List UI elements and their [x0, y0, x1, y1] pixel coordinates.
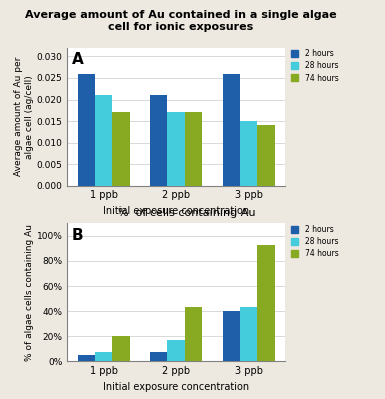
Bar — [257, 125, 275, 186]
Bar — [185, 307, 202, 361]
Bar — [167, 113, 185, 186]
Text: Average amount of Au contained in a single algae
cell for ionic exposures: Average amount of Au contained in a sing… — [25, 10, 337, 32]
Text: A: A — [72, 52, 84, 67]
Bar — [240, 121, 257, 186]
Text: B: B — [72, 227, 83, 243]
Bar — [185, 113, 202, 186]
Legend: 2 hours, 28 hours, 74 hours: 2 hours, 28 hours, 74 hours — [289, 223, 340, 260]
Text: %  of cells containing Au: % of cells containing Au — [118, 208, 256, 218]
Bar — [95, 95, 112, 186]
X-axis label: Initial exposure concentration: Initial exposure concentration — [103, 381, 249, 391]
Bar — [95, 352, 112, 361]
Bar — [240, 307, 257, 361]
Bar — [77, 74, 95, 186]
Legend: 2 hours, 28 hours, 74 hours: 2 hours, 28 hours, 74 hours — [289, 48, 340, 84]
Bar — [150, 95, 167, 186]
Y-axis label: Average amount of Au per
algae cell (ag/cell): Average amount of Au per algae cell (ag/… — [15, 57, 34, 176]
Bar — [223, 74, 240, 186]
Bar — [167, 340, 185, 361]
Bar — [77, 355, 95, 361]
Bar — [150, 352, 167, 361]
Bar — [257, 245, 275, 361]
Bar — [112, 113, 130, 186]
X-axis label: Initial exposure concentration: Initial exposure concentration — [103, 206, 249, 216]
Y-axis label: % of algae cells containing Au: % of algae cells containing Au — [25, 224, 34, 361]
Bar — [112, 336, 130, 361]
Bar — [223, 311, 240, 361]
